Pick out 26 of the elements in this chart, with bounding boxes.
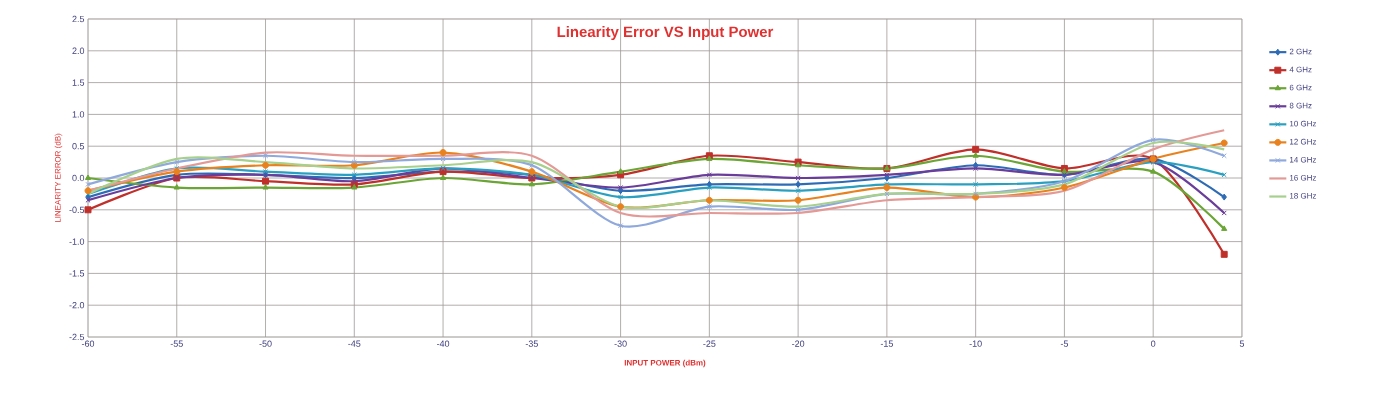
x-tick-label: 0 xyxy=(1151,340,1156,347)
x-tick-label: -20 xyxy=(792,340,805,347)
y-tick-label: -0.5 xyxy=(69,206,85,213)
x-tick-label: -60 xyxy=(81,340,95,347)
y-tick-label: 0.5 xyxy=(72,143,85,150)
x-tick-label: -35 xyxy=(525,340,538,347)
y-tick-label: -1.0 xyxy=(69,238,85,245)
y-tick-label: 1.5 xyxy=(72,79,85,86)
y-tick-label: 2.0 xyxy=(72,47,85,54)
x-tick-label: -5 xyxy=(1060,340,1069,347)
y-tick-label: 0.0 xyxy=(72,174,85,182)
x-tick-label: -30 xyxy=(614,340,627,347)
x-tick-label: -25 xyxy=(703,340,716,347)
y-tick-label: 1.0 xyxy=(72,111,85,118)
x-tick-label: 5 xyxy=(1239,340,1245,347)
chart-title: Linearity Error VS Input Power xyxy=(557,26,774,40)
y-tick-label: -2.0 xyxy=(69,302,85,309)
y-tick-label: -2.5 xyxy=(69,333,85,341)
x-tick-label: -45 xyxy=(348,340,361,347)
x-tick-label: -40 xyxy=(436,340,450,347)
x-tick-label: -55 xyxy=(170,340,183,347)
x-tick-label: -50 xyxy=(259,340,272,347)
x-tick-label: -15 xyxy=(880,340,893,347)
y-tick-label: 2.5 xyxy=(72,15,85,23)
x-tick-label: -10 xyxy=(969,340,982,347)
y-tick-label: -1.5 xyxy=(69,270,85,277)
